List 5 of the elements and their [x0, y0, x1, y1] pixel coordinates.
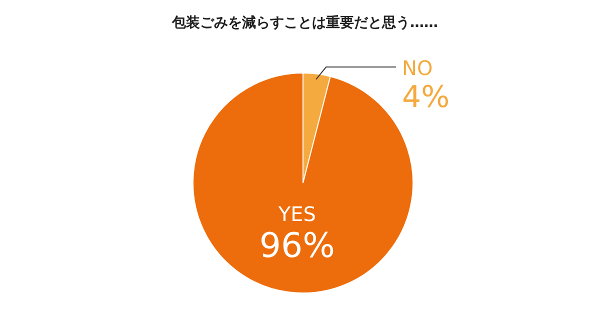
chart-title: 包装ごみを減らすことは重要だと思う…… — [171, 15, 438, 31]
data-label: 4% — [402, 80, 450, 115]
slice-label: YES — [277, 202, 316, 226]
slice-label: NO — [402, 56, 433, 80]
data-label: 96% — [259, 226, 335, 266]
